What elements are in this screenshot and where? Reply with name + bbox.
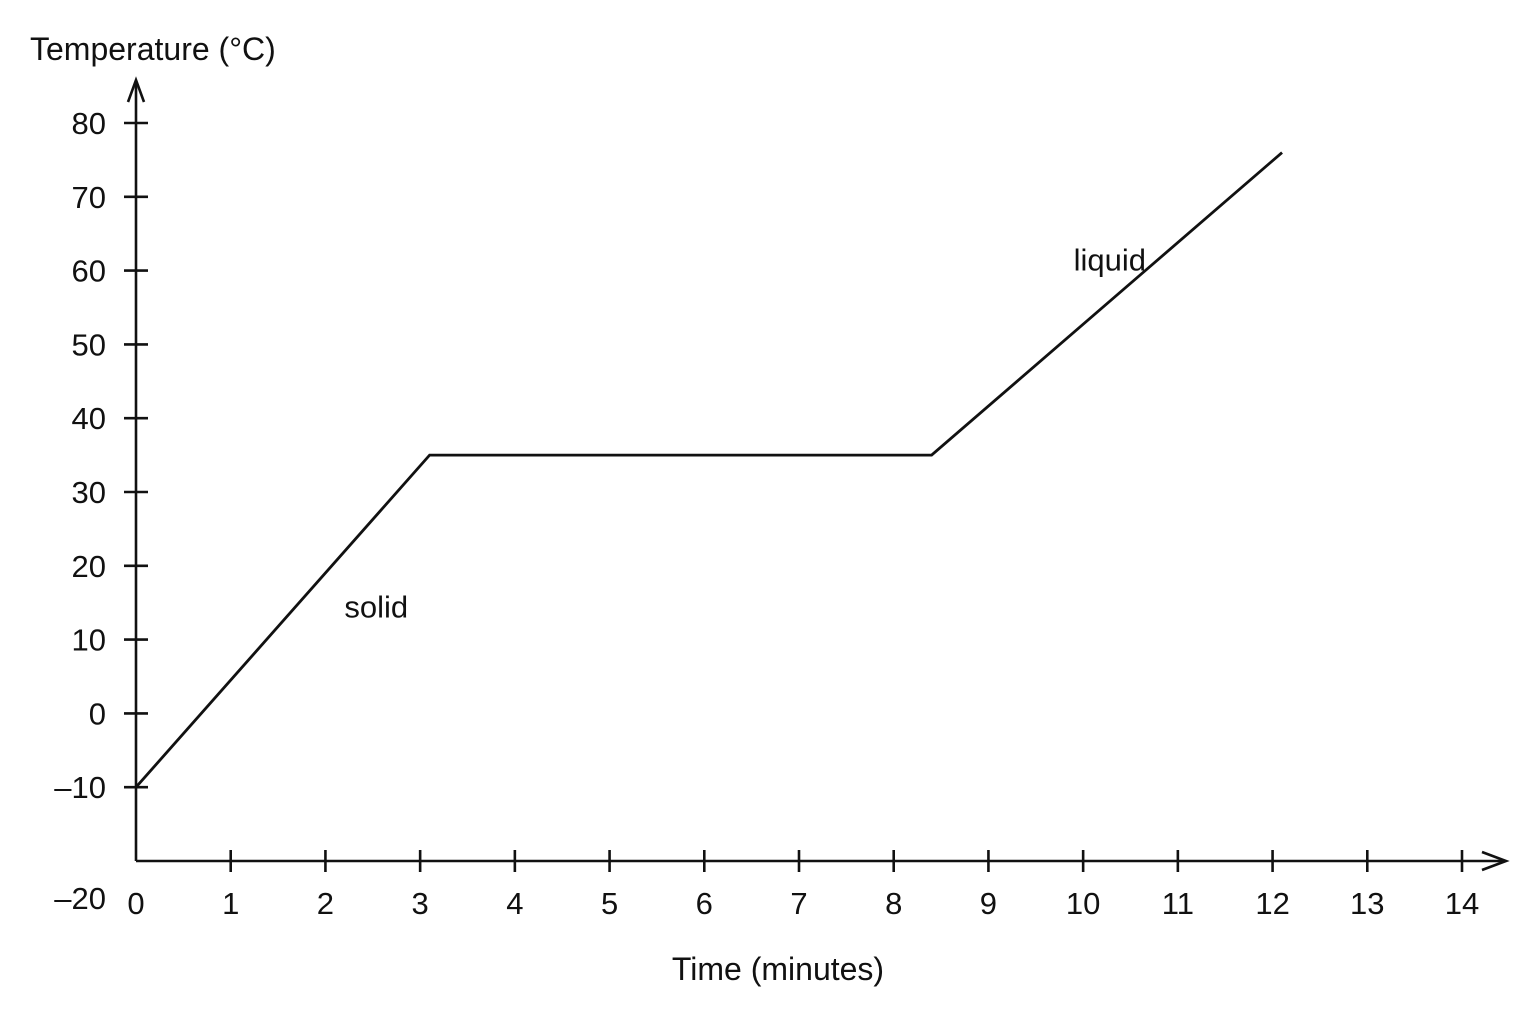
x-tick-label: 6 — [696, 886, 713, 921]
annotation-label: solid — [344, 589, 408, 624]
x-tick-label: 13 — [1350, 886, 1384, 921]
y-tick-label: –20 — [54, 881, 106, 916]
x-tick-label: 4 — [506, 886, 523, 921]
y-tick-label: 60 — [72, 254, 106, 289]
x-axis-arrow-icon — [1481, 850, 1510, 872]
series — [134, 151, 1283, 789]
x-tick-label: 12 — [1255, 886, 1289, 921]
y-tick-label: 80 — [72, 106, 106, 141]
y-tick-label: –10 — [54, 770, 106, 805]
x-tick-label: 10 — [1066, 886, 1100, 921]
annotation-label: liquid — [1074, 243, 1146, 278]
y-tick-label: 40 — [72, 401, 106, 436]
y-tick-label: 50 — [72, 327, 106, 362]
y-axis-title: Temperature (°C) — [30, 31, 276, 67]
y-axis-arrow-icon — [126, 76, 146, 103]
x-tick-label: 14 — [1445, 886, 1479, 921]
x-tick-label: 1 — [222, 886, 239, 921]
y-tick-label: 0 — [89, 696, 106, 731]
y-tick-label: 70 — [72, 180, 106, 215]
x-tick-label: 9 — [980, 886, 997, 921]
y-tick-label: 30 — [72, 475, 106, 510]
y-tick-label: 20 — [72, 549, 106, 584]
axes — [126, 76, 1510, 872]
x-tick-label: 11 — [1162, 886, 1194, 921]
x-tick-label: 0 — [127, 886, 144, 921]
x-tick-label: 8 — [885, 886, 902, 921]
x-tick-label: 5 — [601, 886, 618, 921]
x-tick-label: 3 — [412, 886, 429, 921]
x-tick-label: 7 — [790, 886, 807, 921]
annotations: solid liquid — [344, 243, 1146, 625]
x-axis-title: Time (minutes) — [672, 951, 884, 987]
y-tick-label: 10 — [72, 623, 106, 658]
series-line — [134, 151, 1283, 789]
x-tick-label: 2 — [317, 886, 334, 921]
